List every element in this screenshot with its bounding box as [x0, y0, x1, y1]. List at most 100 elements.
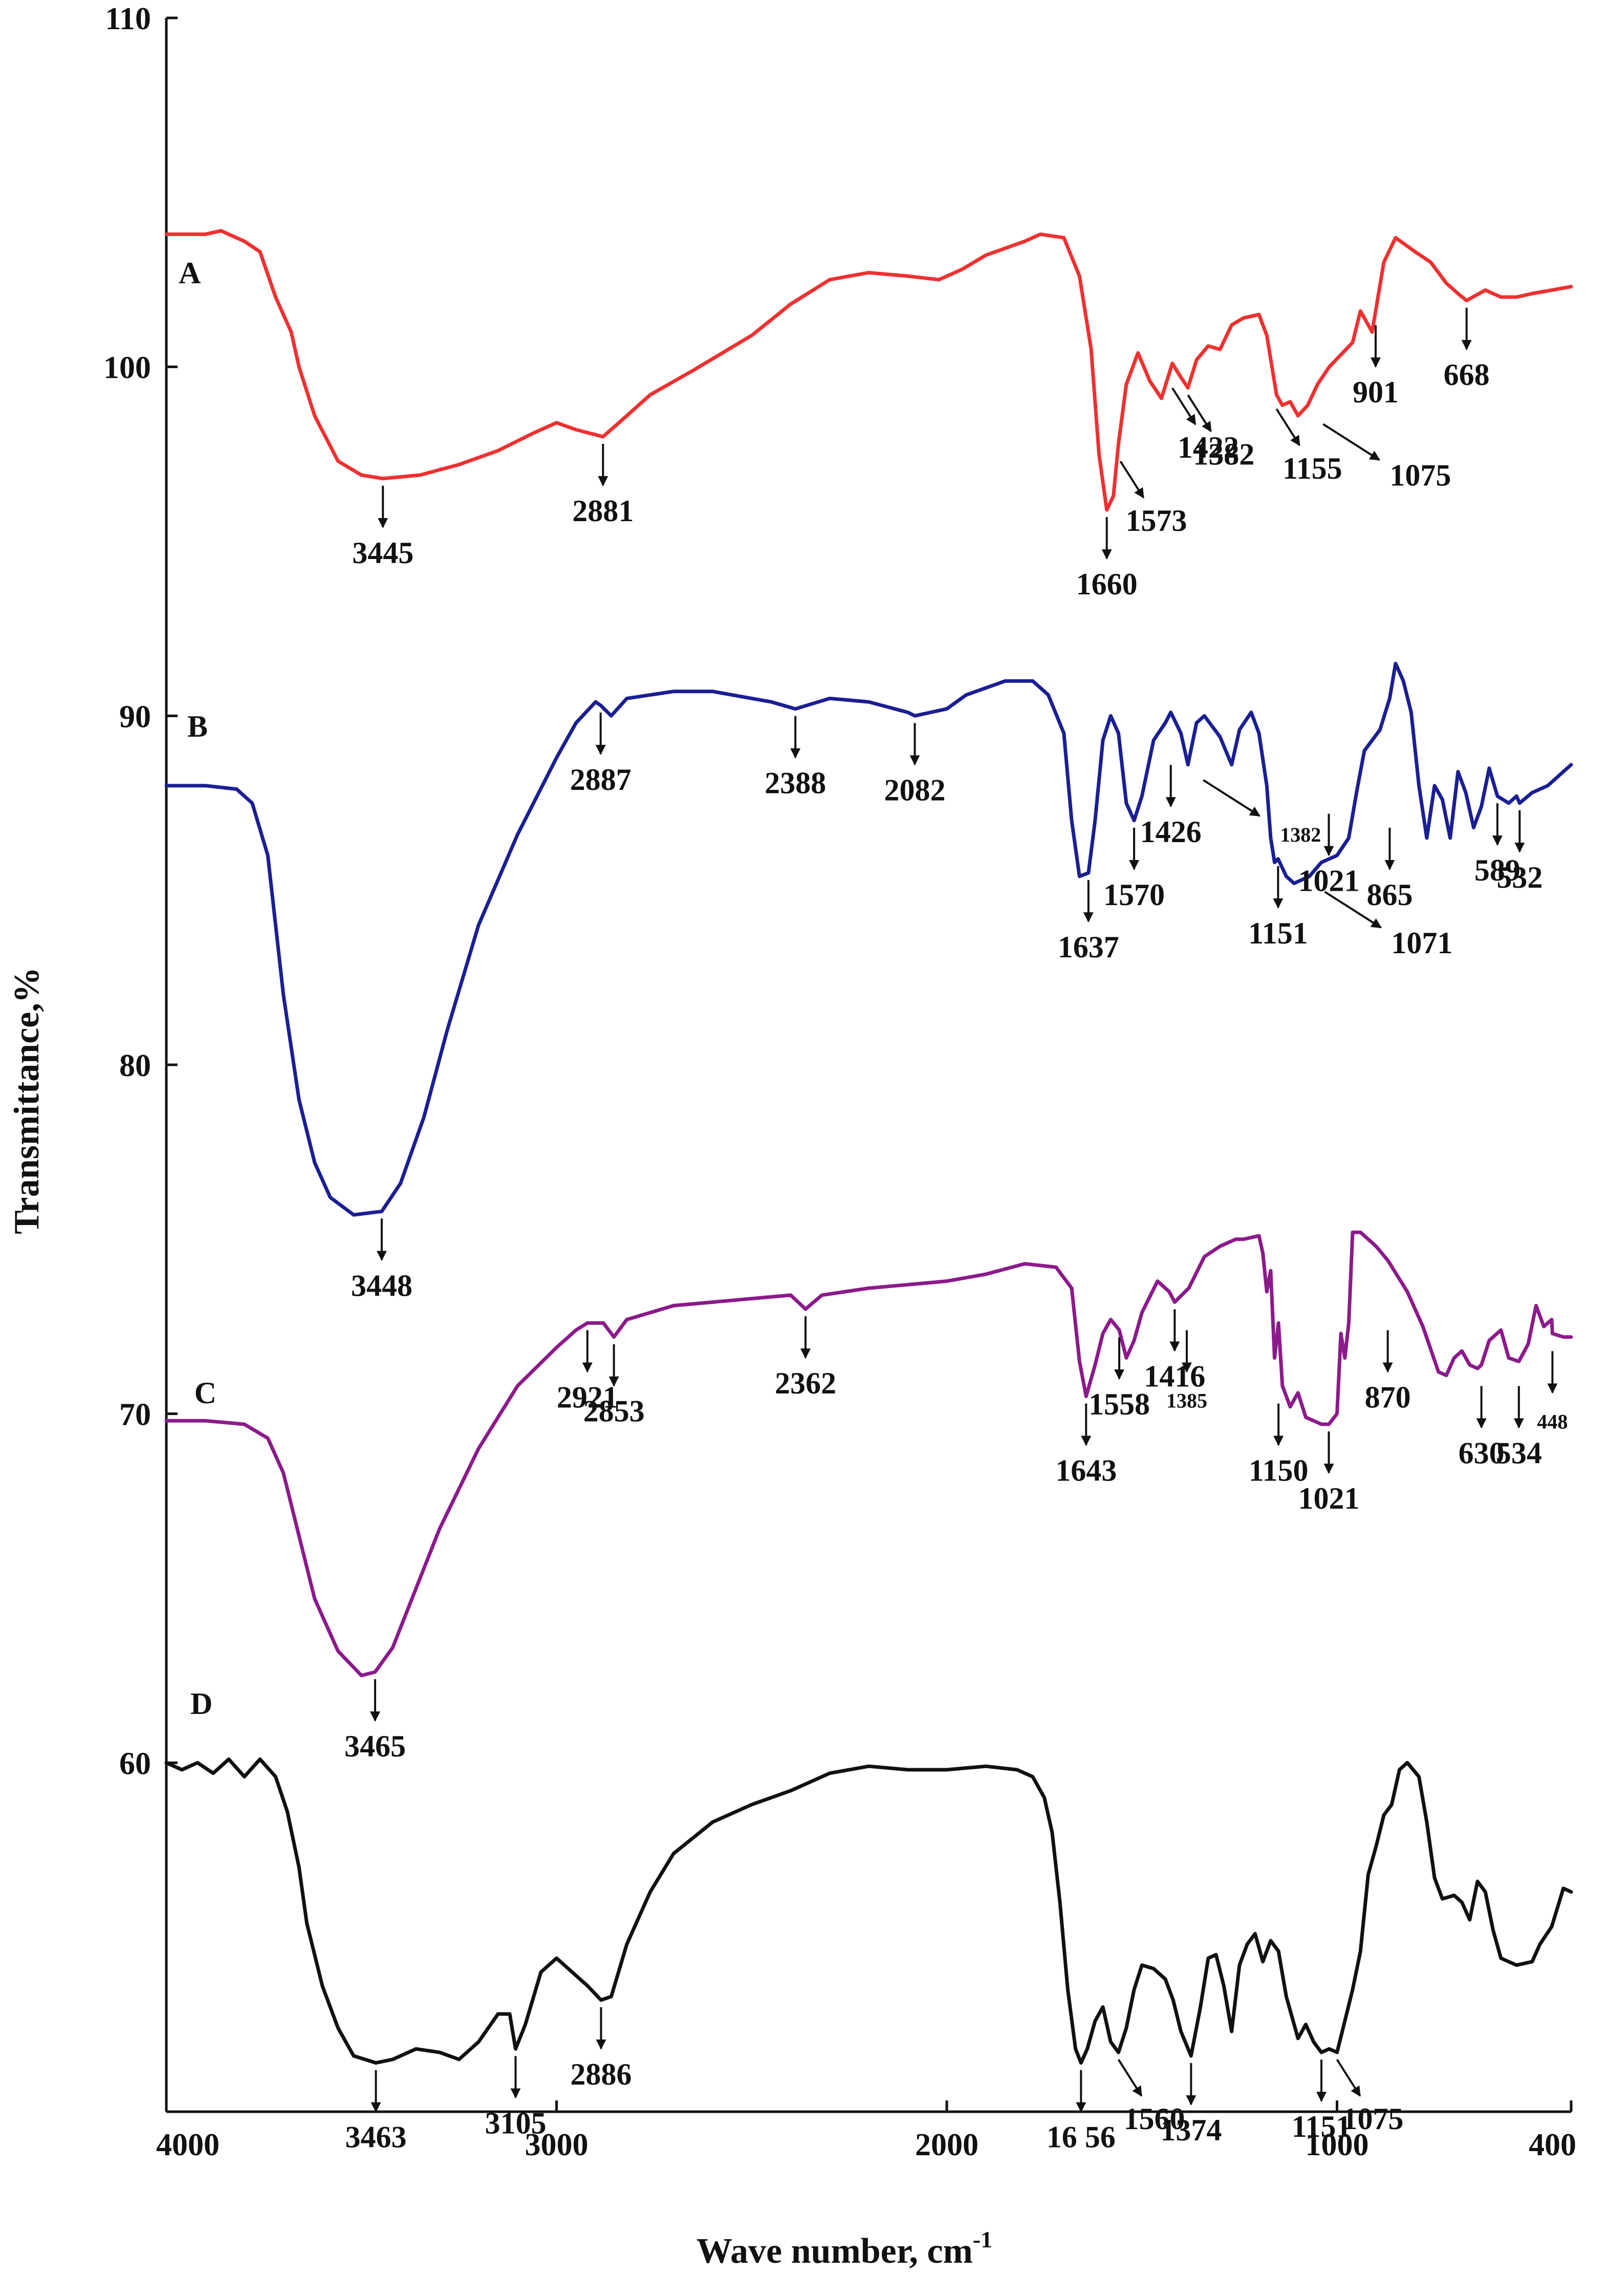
- peak-annotation: 1071: [1324, 891, 1452, 960]
- peak-label: 3448: [351, 1269, 412, 1302]
- series-label-a: A: [179, 256, 201, 290]
- peak-annotation: 1426: [1140, 765, 1202, 849]
- peak-annotation: 16 56: [1047, 2070, 1116, 2154]
- peak-annotation: 532: [1496, 810, 1542, 894]
- peak-annotation: 1075: [1336, 2059, 1404, 2136]
- peak-label: 1150: [1249, 1454, 1309, 1488]
- series-label-b: B: [187, 710, 208, 743]
- peak-annotation: 1570: [1103, 827, 1165, 912]
- peak-annotation: 1021: [1298, 813, 1359, 898]
- peak-label: 1570: [1103, 878, 1165, 912]
- peak-annotation: 865: [1366, 827, 1413, 912]
- y-tick-label: 100: [103, 351, 151, 385]
- peak-annotation: 2887: [570, 712, 632, 797]
- peak-annotation: 1385: [1166, 1330, 1207, 1412]
- peak-annotation: 2886: [570, 2007, 632, 2091]
- peak-label: 2082: [884, 773, 945, 807]
- peak-label: 901: [1353, 375, 1399, 409]
- peak-annotation: 1151: [1248, 866, 1308, 950]
- y-tick-label: 60: [119, 1746, 151, 1781]
- series-line-c: [164, 1230, 1573, 1678]
- peak-label: 1385: [1166, 1389, 1207, 1412]
- series-line-b: [164, 661, 1573, 1217]
- peak-label: 16 56: [1047, 2120, 1116, 2154]
- peak-annotation: 3463: [345, 2070, 406, 2154]
- peak-label: 2886: [570, 2057, 632, 2091]
- peak-label: 1382: [1280, 823, 1321, 846]
- x-tick-label: 3000: [525, 2128, 589, 2162]
- peak-label: 2388: [765, 766, 826, 800]
- peak-label: 1422: [1178, 431, 1239, 464]
- peak-label: 1660: [1076, 567, 1138, 601]
- axes: 60 70 80 90 100 110 4000 3000 2000 1000 400: [103, 2, 1576, 2162]
- y-tick-label: 80: [119, 1048, 151, 1083]
- peak-annotation: 1151: [1292, 2059, 1351, 2143]
- peak-label: 630: [1459, 1436, 1505, 1470]
- peak-label: 1573: [1125, 504, 1187, 538]
- peak-annotation: 3448: [351, 1218, 412, 1302]
- peak-arrow: [1171, 387, 1197, 425]
- peak-arrow: [1119, 461, 1145, 499]
- peak-label: 532: [1496, 861, 1542, 894]
- peak-annotation: 630: [1459, 1386, 1505, 1470]
- peak-label: 1374: [1160, 2113, 1222, 2147]
- peak-arrow: [1203, 779, 1261, 817]
- peak-label: 1382: [1193, 438, 1254, 471]
- peak-label: 1558: [1089, 1387, 1150, 1421]
- peak-arrow: [1336, 2059, 1361, 2097]
- peak-annotation: 2388: [765, 716, 826, 800]
- peak-arrow: [1324, 891, 1382, 929]
- peak-annotation: 2881: [572, 444, 634, 528]
- x-axis-title-superscript: -1: [973, 2226, 992, 2252]
- peak-label: 2921: [557, 1380, 618, 1414]
- peak-label: 1643: [1055, 1454, 1117, 1488]
- peak-annotation: 589: [1474, 803, 1520, 887]
- peak-label: 1021: [1298, 1482, 1359, 1515]
- peak-label: 1560: [1124, 2102, 1185, 2136]
- peak-annotation: 1558: [1089, 1337, 1150, 1421]
- peak-label: 3445: [352, 536, 414, 570]
- peak-arrow: [1322, 423, 1380, 461]
- y-tick-label: 110: [105, 2, 151, 36]
- peak-annotation: 1021: [1298, 1431, 1359, 1515]
- peak-annotation: 1150: [1249, 1403, 1309, 1488]
- peak-label: 2853: [583, 1394, 645, 1428]
- peak-annotation: 1643: [1055, 1403, 1117, 1488]
- peak-label: 3463: [345, 2120, 406, 2154]
- peak-annotation: 1382: [1187, 394, 1254, 471]
- peak-label: 1075: [1342, 2102, 1404, 2136]
- y-axis-title: Transmittance,%: [7, 967, 47, 1234]
- series-line-d: [164, 1757, 1573, 2065]
- series-layer: A B C D: [164, 229, 1573, 2065]
- y-tick-label: 90: [119, 699, 151, 734]
- x-tick-label: 1000: [1306, 2128, 1369, 2162]
- peak-label: 668: [1444, 358, 1490, 392]
- peak-annotation: 1637: [1058, 880, 1119, 964]
- peak-annotation: 1660: [1076, 517, 1138, 601]
- peak-label: 448: [1537, 1410, 1568, 1433]
- peak-annotation: 2853: [583, 1344, 645, 1428]
- peak-label: 589: [1474, 853, 1520, 887]
- x-axis-title-text: Wave number, cm: [697, 2231, 973, 2271]
- peak-annotation: 1573: [1119, 461, 1187, 538]
- peak-label: 1071: [1391, 926, 1452, 960]
- peak-annotation: 3105: [485, 2056, 546, 2140]
- peak-annotation: 448: [1537, 1351, 1568, 1433]
- peak-annotation: 901: [1353, 325, 1399, 409]
- peak-annotation: 668: [1444, 308, 1490, 392]
- peak-label: 865: [1366, 878, 1413, 912]
- x-tick-label: 4000: [156, 2128, 220, 2162]
- peak-annotation: 3465: [344, 1679, 406, 1763]
- x-tick-label: 2000: [915, 2128, 979, 2162]
- peak-label: 1021: [1298, 864, 1359, 898]
- peak-label: 2362: [775, 1366, 836, 1400]
- peak-arrow: [1187, 394, 1212, 433]
- peak-annotation: 1382: [1203, 779, 1321, 846]
- peak-label: 1637: [1058, 930, 1119, 964]
- peak-annotation: 1416: [1144, 1309, 1205, 1393]
- peak-annotation: 534: [1496, 1386, 1542, 1470]
- peak-annotation: 2362: [775, 1316, 836, 1400]
